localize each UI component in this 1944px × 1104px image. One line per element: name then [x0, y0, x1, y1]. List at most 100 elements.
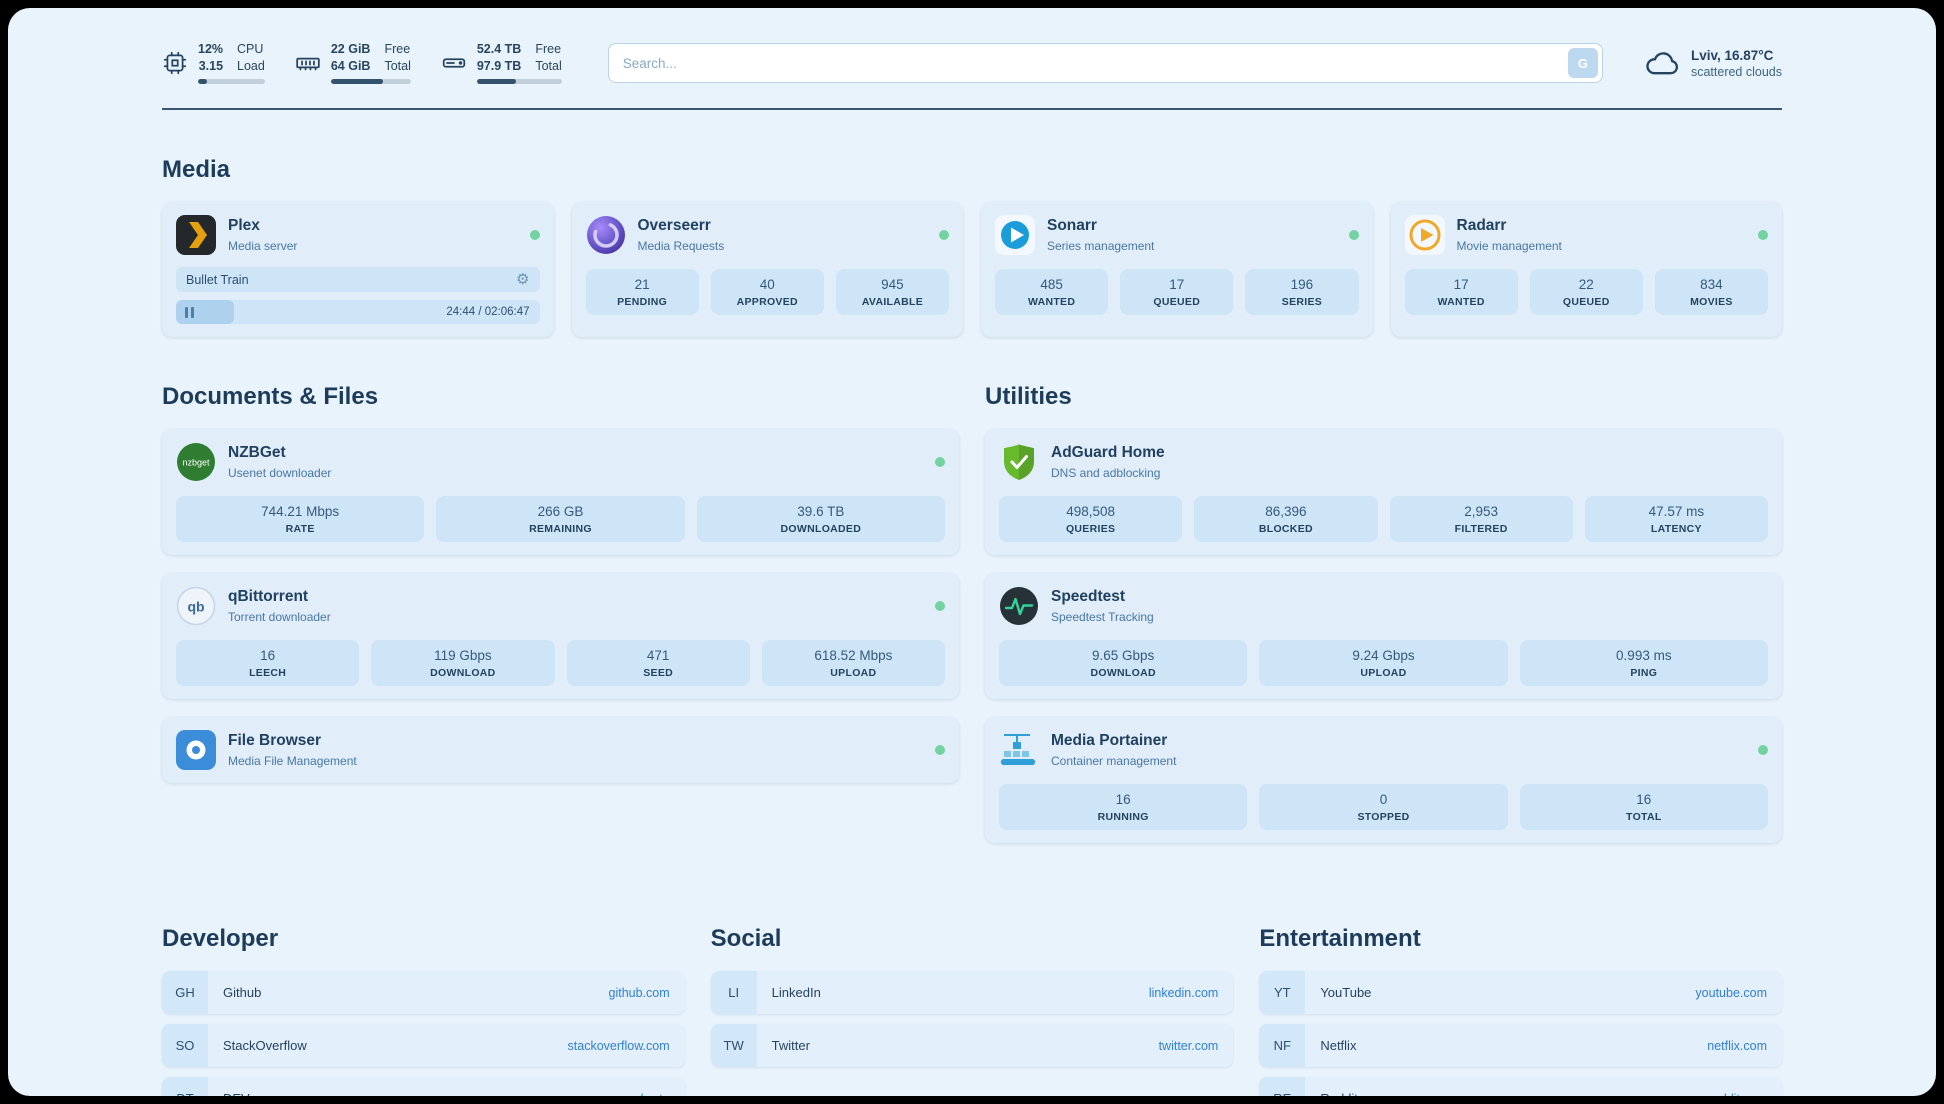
bookmark-youtube[interactable]: YT YouTube youtube.com [1259, 971, 1782, 1014]
adguard-icon [999, 442, 1039, 482]
documents-column: Documents & Files nzbget NZBGet Usenet d… [162, 337, 959, 801]
service-card-filebrowser[interactable]: File Browser Media File Management [162, 717, 959, 783]
section-title-developer: Developer [162, 925, 279, 952]
service-name: Plex [228, 217, 260, 234]
svg-text:qb: qb [187, 599, 204, 615]
search-provider-button[interactable]: G [1567, 48, 1598, 78]
stat-pending: 21 PENDING [585, 269, 699, 315]
gear-icon[interactable]: ⚙ [516, 271, 530, 288]
bookmark-name: Netflix [1320, 1038, 1357, 1053]
bookmark-name: Reddit [1320, 1091, 1358, 1096]
bookmark-twitter[interactable]: TW Twitter twitter.com [710, 1024, 1234, 1067]
disk-total-value: 97.9 TB [476, 59, 522, 73]
stat-filtered: 2,953 FILTERED [1389, 496, 1573, 542]
status-dot [935, 457, 945, 467]
bookmark-url: twitter.com [1158, 1038, 1219, 1053]
bookmark-url: netflix.com [1707, 1038, 1767, 1053]
bookmark-name: LinkedIn [771, 985, 821, 1000]
service-card-plex[interactable]: Plex Media server Bullet Train ⚙ 24:44 /… [162, 202, 554, 337]
service-subtitle: Speedtest Tracking [1051, 609, 1154, 624]
memory-total-value: 64 GiB [330, 59, 371, 73]
entertainment-column: Entertainment YT YouTube youtube.com NF … [1259, 879, 1782, 1096]
service-card-qbittorrent[interactable]: qb qBittorrent Torrent downloader 16 LEE… [162, 573, 959, 699]
service-subtitle: Usenet downloader [228, 465, 332, 480]
portainer-icon [999, 730, 1039, 770]
bookmark-url: dev.to [637, 1092, 670, 1097]
stat-blocked: 86,396 BLOCKED [1194, 496, 1378, 542]
status-dot [935, 601, 945, 611]
stat-upload: 9.24 Gbps UPLOAD [1259, 640, 1508, 686]
service-card-radarr[interactable]: Radarr Movie management 17 WANTED 22 QUE… [1390, 202, 1782, 337]
disk-free-label: Free [535, 42, 562, 56]
resource-widgets: 12% 3.15 CPU Load [162, 42, 562, 84]
weather-widget: Lviv, 16.87°C scattered clouds [1643, 48, 1782, 79]
stat-approved: 40 APPROVED [710, 269, 824, 315]
weather-location: Lviv, 16.87°C [1690, 47, 1774, 63]
service-card-speedtest[interactable]: Speedtest Speedtest Tracking 9.65 Gbps D… [985, 573, 1782, 699]
bookmark-linkedin[interactable]: LI LinkedIn linkedin.com [710, 971, 1234, 1014]
bookmark-name: DEV [223, 1091, 250, 1096]
service-card-portainer[interactable]: Media Portainer Container management 16 … [985, 717, 1782, 843]
service-subtitle: Media File Management [228, 753, 357, 768]
service-card-nzbget[interactable]: nzbget NZBGet Usenet downloader 744.21 M… [162, 429, 959, 555]
bookmark-stackoverflow[interactable]: SO StackOverflow stackoverflow.com [162, 1024, 685, 1067]
stat-wanted: 485 WANTED [995, 269, 1109, 315]
memory-widget: 22 GiB 64 GiB Free Total [295, 42, 411, 84]
service-subtitle: Torrent downloader [228, 609, 331, 624]
bookmark-abbr: TW [710, 1024, 757, 1067]
bookmark-github[interactable]: GH Github github.com [162, 971, 685, 1014]
bookmark-abbr: SO [162, 1024, 208, 1067]
disk-icon [441, 50, 467, 76]
stat-leech: 16 LEECH [176, 640, 360, 686]
disk-progress-bar [476, 79, 562, 84]
speedtest-icon [999, 586, 1039, 626]
bookmark-name: StackOverflow [223, 1038, 307, 1053]
cloud-icon [1643, 48, 1681, 78]
bookmark-reddit[interactable]: RE Reddit reddit.com [1259, 1077, 1782, 1096]
status-dot [1348, 230, 1359, 240]
stat-latency: 47.57 ms LATENCY [1584, 496, 1768, 542]
section-title-entertainment: Entertainment [1259, 925, 1421, 952]
nzbget-icon: nzbget [176, 442, 216, 482]
cpu-progress-bar [198, 79, 265, 84]
service-name: qBittorrent [228, 588, 309, 605]
bookmark-netflix[interactable]: NF Netflix netflix.com [1259, 1024, 1782, 1067]
now-playing-title: Bullet Train [186, 272, 249, 287]
bookmark-dev[interactable]: DT DEV dev.to [162, 1077, 685, 1096]
memory-free-value: 22 GiB [330, 42, 371, 56]
overseerr-icon [586, 215, 626, 255]
plex-icon [176, 215, 216, 255]
stat-queued: 22 QUEUED [1529, 269, 1643, 315]
bookmark-name: Github [223, 985, 262, 1000]
bookmark-abbr: GH [162, 971, 208, 1014]
service-name: Overseerr [637, 217, 711, 234]
cpu-usage-value: 12% [198, 42, 224, 56]
stat-movies: 834 MOVIES [1654, 269, 1769, 315]
stat-queries: 498,508 QUERIES [999, 496, 1183, 542]
service-card-overseerr[interactable]: Overseerr Media Requests 21 PENDING 40 A… [571, 202, 963, 337]
service-name: File Browser [228, 732, 322, 749]
playback-progress-fill [176, 300, 235, 324]
service-card-sonarr[interactable]: Sonarr Series management 485 WANTED 17 Q… [981, 202, 1373, 337]
section-title-social: Social [710, 925, 782, 952]
section-title-media: Media [162, 156, 231, 183]
stat-upload: 618.52 Mbps UPLOAD [761, 640, 945, 686]
disk-widget: 52.4 TB 97.9 TB Free Total [441, 42, 562, 84]
service-name: Speedtest [1051, 588, 1126, 605]
bookmark-abbr: RE [1259, 1077, 1306, 1096]
pause-icon[interactable] [185, 306, 188, 318]
service-card-adguard[interactable]: AdGuard Home DNS and adblocking 498,508 … [985, 429, 1782, 555]
disk-free-value: 52.4 TB [476, 42, 522, 56]
section-title-utilities: Utilities [985, 383, 1072, 410]
service-subtitle: Movie management [1456, 238, 1562, 253]
memory-total-label: Total [384, 59, 411, 73]
service-name: Sonarr [1047, 217, 1097, 234]
ram-icon [295, 50, 321, 76]
service-name: Media Portainer [1051, 732, 1168, 749]
bookmark-name: YouTube [1320, 985, 1372, 1000]
search-input[interactable] [607, 43, 1603, 83]
cpu-widget: 12% 3.15 CPU Load [162, 42, 265, 84]
playback-progress-bar: 24:44 / 02:06:47 [176, 300, 540, 324]
playback-time: 24:44 / 02:06:47 [446, 306, 530, 318]
stat-seed: 471 SEED [566, 640, 750, 686]
